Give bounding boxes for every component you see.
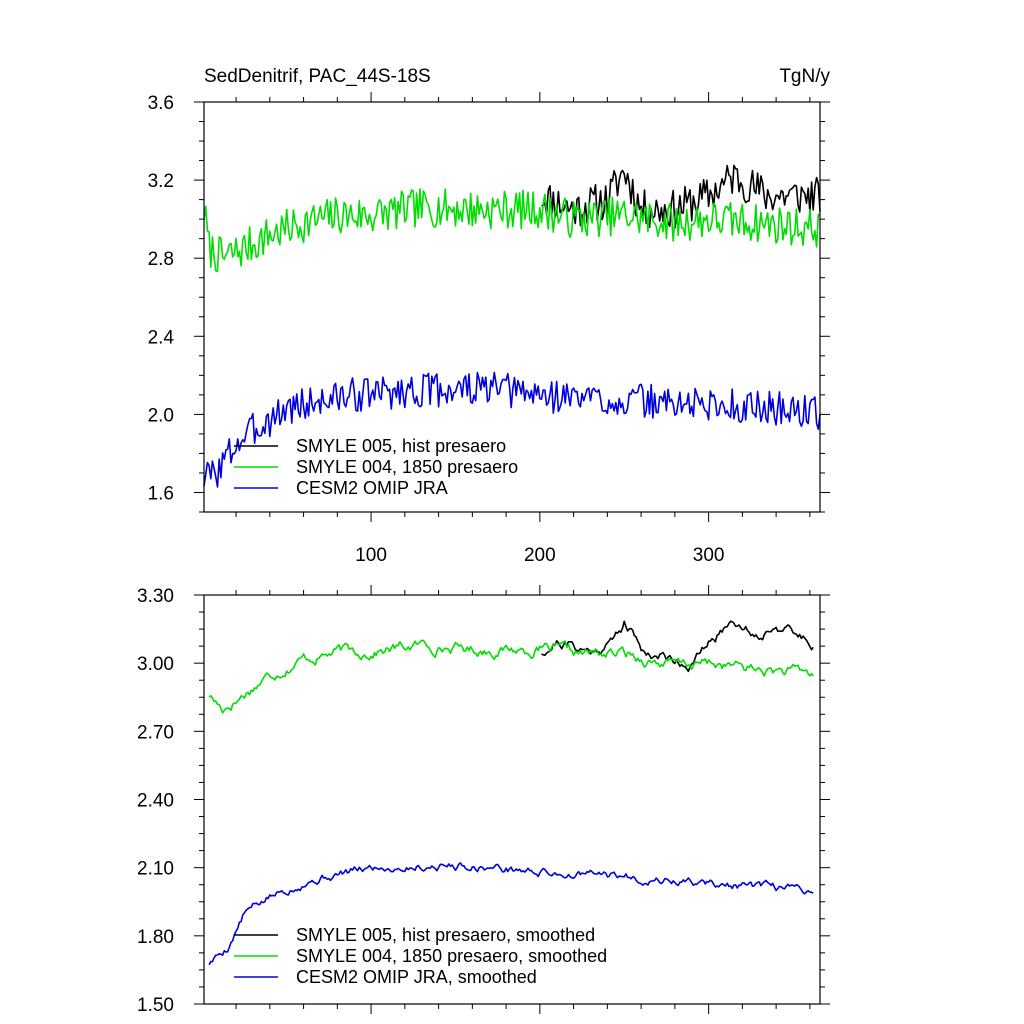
y-tick-label: 2.8	[148, 249, 174, 270]
series-line-bottom-0	[541, 620, 814, 673]
legend-label: SMYLE 004, 1850 presaero, smoothed	[296, 946, 607, 966]
series-line-bottom-1	[208, 639, 814, 714]
y-tick-label: 3.00	[137, 654, 174, 675]
legend-label: CESM2 OMIP JRA, smoothed	[296, 967, 537, 987]
x-tick-label: 100	[355, 545, 387, 566]
chart-title: SedDenitrif, PAC_44S-18S	[204, 66, 431, 87]
legend-label: SMYLE 005, hist presaero	[296, 436, 506, 456]
y-tick-label: 3.2	[148, 171, 174, 192]
bottom-panel: 1.50 1.80 2.10 2.40 2.70 3.00 3.30 SMYLE 005, h…	[137, 585, 830, 1016]
y-tick-label: 2.70	[137, 722, 174, 743]
y-tick-label: 1.80	[137, 927, 174, 948]
series-line-bottom-2	[208, 862, 814, 966]
series-line-top-2	[203, 371, 821, 488]
legend-label: SMYLE 005, hist presaero, smoothed	[296, 925, 595, 945]
y-tick-label: 2.0	[148, 405, 174, 426]
y-tick-label: 2.40	[137, 791, 174, 812]
y-tick-label: 2.10	[137, 859, 174, 880]
top-panel: SedDenitrif, PAC_44S-18S TgN/y 1.6 2.0 2.4…	[148, 66, 831, 566]
y-tick-label: 1.6	[148, 483, 174, 504]
plot-frame	[203, 101, 821, 513]
series-line-top-1	[203, 188, 820, 273]
y-tick-label: 3.6	[148, 93, 174, 114]
units-label: TgN/y	[779, 66, 830, 87]
x-tick-label: 200	[524, 545, 556, 566]
legend-label: SMYLE 004, 1850 presaero	[296, 457, 518, 477]
legend-label: CESM2 OMIP JRA	[296, 478, 448, 498]
y-tick-label: 1.50	[137, 995, 174, 1016]
y-tick-label: 3.30	[137, 586, 174, 607]
y-tick-label: 2.4	[148, 327, 175, 348]
x-tick-label: 300	[693, 545, 725, 566]
